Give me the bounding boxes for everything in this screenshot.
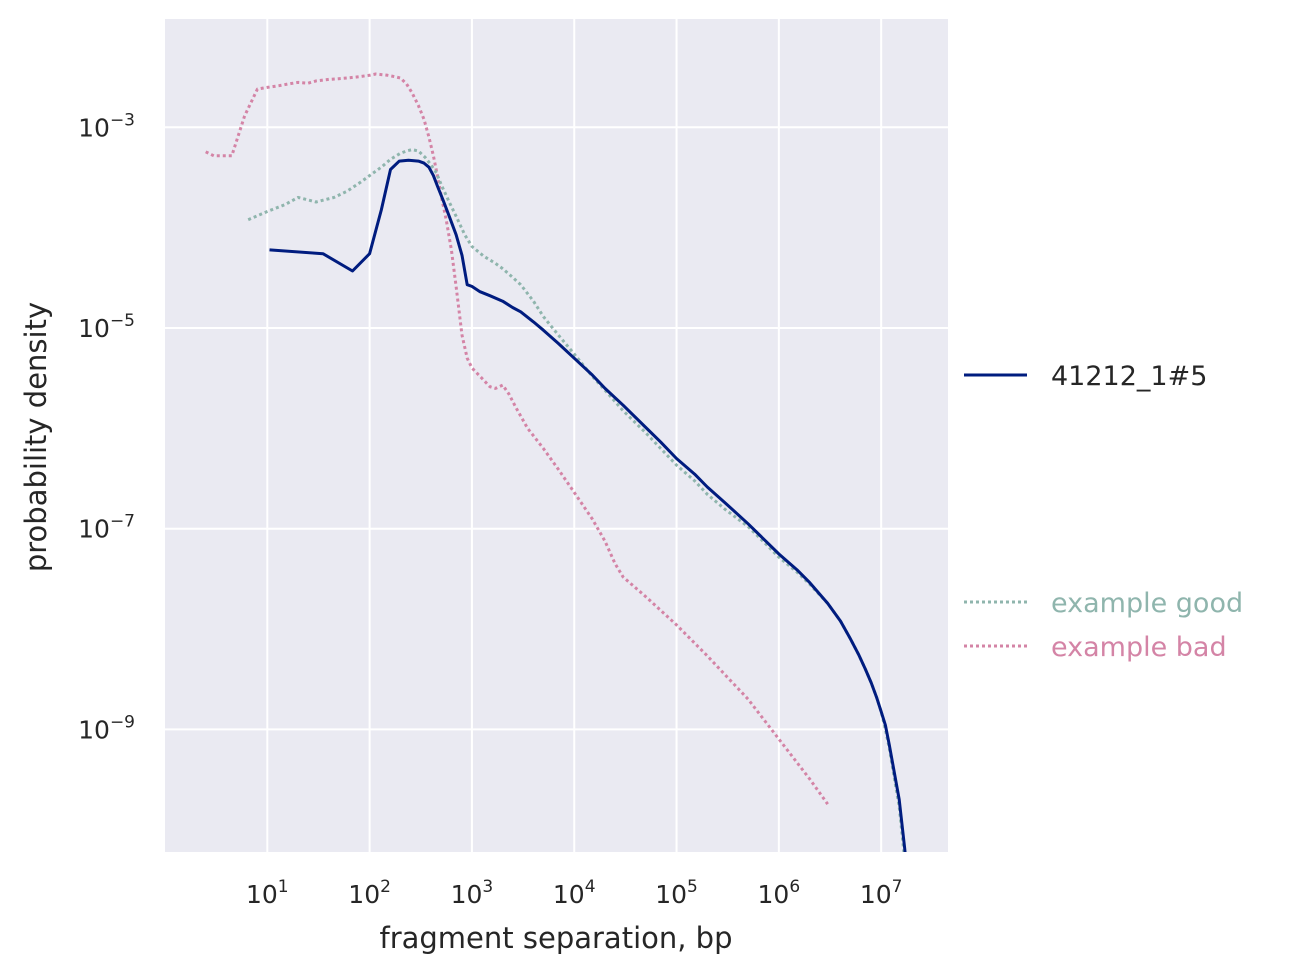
series-line-2 (205, 72, 829, 805)
x-tick-label: 105 (655, 877, 698, 909)
legend-label: example bad (1051, 632, 1227, 663)
x-tick-label: 103 (451, 877, 494, 909)
x-axis-label: fragment separation, bp (380, 921, 733, 955)
plot-background (165, 19, 948, 852)
x-tick-label: 106 (758, 877, 801, 909)
x-tick-label: 104 (553, 877, 596, 909)
x-tick-label: 107 (860, 877, 903, 909)
legend-label: example good (1051, 588, 1243, 619)
x-tick-labels: 101 102 103 104 105 106 107 (246, 877, 903, 909)
series-lines (205, 72, 907, 852)
y-tick-label: 10−9 (78, 712, 135, 744)
y-tick-label: 10−7 (78, 512, 135, 544)
series-line-0 (269, 158, 907, 852)
y-tick-labels: 10−3 10−5 10−7 10−9 (78, 110, 135, 744)
y-tick-label: 10−5 (78, 311, 135, 343)
y-axis-label: probability density (19, 302, 53, 572)
legend-label: 41212_1#5 (1051, 361, 1207, 392)
grid-lines (165, 19, 948, 852)
x-tick-label: 101 (246, 877, 289, 909)
y-tick-label: 10−3 (78, 110, 135, 142)
x-tick-label: 102 (348, 877, 391, 909)
